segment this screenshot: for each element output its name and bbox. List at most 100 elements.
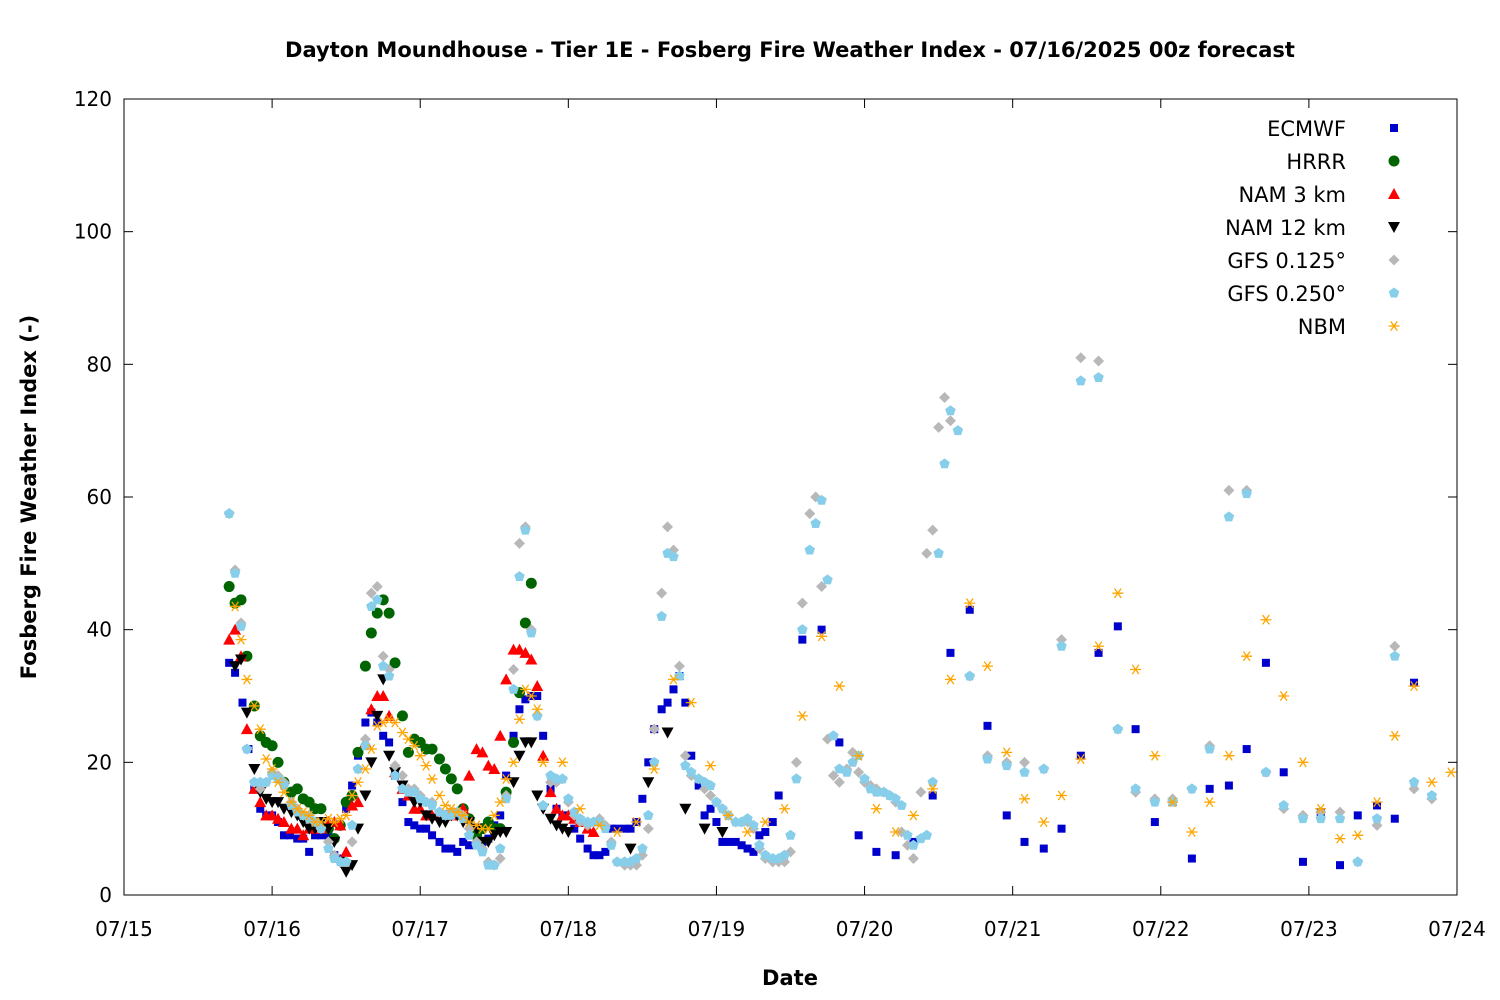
data-point (240, 707, 253, 719)
data-point (1093, 641, 1105, 652)
data-point (410, 821, 419, 830)
data-point (494, 729, 507, 741)
data-point (705, 780, 716, 790)
data-point (872, 847, 881, 856)
data-point (445, 773, 457, 785)
data-point (722, 810, 734, 821)
data-point (595, 851, 604, 860)
data-point (687, 751, 696, 760)
data-point (500, 673, 513, 685)
data-point (705, 790, 717, 801)
data-point (544, 813, 557, 825)
data-point (663, 698, 672, 707)
data-point (489, 859, 500, 870)
data-point (583, 844, 592, 853)
y-tick-label: 0 (99, 883, 112, 907)
data-point (1039, 844, 1048, 853)
data-point (1373, 801, 1382, 810)
legend-entry: HRRR (1286, 150, 1400, 174)
data-point (465, 841, 474, 850)
data-point (352, 777, 364, 788)
data-point (519, 684, 531, 695)
data-point (774, 791, 783, 800)
data-point (389, 760, 401, 772)
data-point (804, 544, 815, 555)
legend-label: GFS 0.125° (1227, 249, 1346, 273)
data-point (563, 793, 574, 804)
data-point (983, 721, 992, 730)
data-point (537, 757, 549, 768)
y-tick-label: 80 (87, 352, 112, 376)
data-point (637, 843, 648, 854)
data-point (907, 810, 919, 821)
x-tick-label: 07/21 (984, 917, 1042, 941)
data-point (896, 799, 907, 810)
data-point (346, 819, 358, 830)
legend-entry: GFS 0.125° (1227, 249, 1400, 273)
data-point (761, 827, 770, 836)
data-point (396, 727, 408, 738)
data-point (359, 733, 371, 745)
data-point (706, 804, 715, 813)
data-point (810, 518, 821, 528)
data-point (508, 757, 520, 768)
data-point (890, 793, 901, 804)
data-point (352, 746, 364, 758)
data-point (526, 627, 537, 638)
data-point (1001, 747, 1013, 758)
data-point (927, 783, 939, 794)
data-point (853, 766, 865, 778)
data-point (680, 760, 691, 771)
legend-marker (1388, 188, 1400, 199)
data-point (550, 820, 563, 832)
data-point (946, 648, 955, 657)
data-point (1389, 640, 1401, 652)
data-point (694, 781, 703, 790)
data-point (365, 587, 377, 599)
data-point (662, 521, 674, 533)
data-point (360, 740, 371, 751)
data-point (613, 824, 622, 833)
data-point (1020, 837, 1029, 846)
data-point (525, 690, 537, 702)
data-point (359, 763, 371, 775)
data-point (398, 798, 407, 807)
data-point (414, 750, 426, 761)
data-point (463, 829, 475, 840)
data-point (611, 826, 623, 838)
data-point (291, 822, 304, 834)
axis-ticks: 07/15 07/16 07/17 07/18 07/19 07/20 07/21 07/22… (74, 87, 1486, 941)
data-point (1408, 681, 1420, 692)
data-point (389, 657, 401, 669)
legend-label: NAM 3 km (1238, 183, 1346, 207)
data-point (933, 421, 945, 433)
data-point (240, 723, 253, 735)
data-point (1410, 678, 1419, 687)
data-point (508, 736, 520, 748)
data-point (277, 816, 290, 828)
data-point (416, 824, 425, 833)
data-point (562, 826, 575, 838)
data-point (1260, 614, 1272, 625)
data-point (711, 796, 722, 807)
data-point (1315, 803, 1327, 814)
data-point (1241, 488, 1252, 499)
data-point (755, 831, 764, 840)
data-point (927, 524, 939, 536)
data-point (340, 866, 353, 878)
data-point (346, 799, 359, 811)
data-point (1187, 854, 1196, 863)
data-point (1242, 745, 1251, 754)
data-point (593, 820, 605, 831)
data-point (833, 776, 845, 788)
y-tick-label: 100 (74, 220, 112, 244)
data-point (667, 674, 679, 685)
data-point (383, 670, 395, 681)
data-point (870, 803, 882, 814)
data-point (463, 769, 476, 781)
data-point (311, 831, 320, 840)
data-point (902, 829, 913, 840)
legend-marker (1388, 254, 1400, 266)
data-point (587, 825, 600, 837)
x-tick-label: 07/24 (1428, 917, 1486, 941)
